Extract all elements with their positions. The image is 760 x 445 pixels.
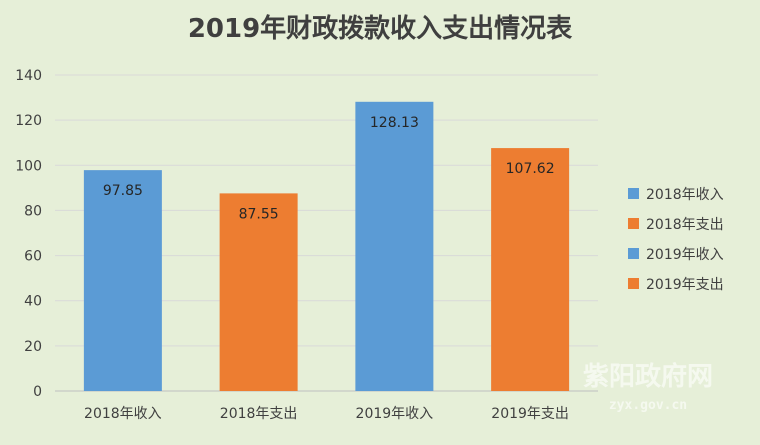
bar [219, 193, 298, 391]
data-label: 87.55 [239, 206, 279, 222]
watermark-url: zyx.gov.cn [609, 398, 687, 413]
data-label: 107.62 [506, 161, 555, 177]
x-tick-label: 2018年支出 [220, 406, 298, 422]
legend-swatch [628, 278, 639, 289]
watermark-text: 紫阳政府网 [583, 361, 713, 392]
watermark: 紫阳政府网 zyx.gov.cn [583, 361, 713, 413]
legend-swatch [628, 188, 639, 199]
y-tick-label: 120 [15, 113, 42, 129]
y-tick-label: 0 [33, 384, 42, 400]
legend-swatch [628, 248, 639, 259]
bar-series: 97.85 87.55 128.13 107.62 [83, 101, 570, 391]
legend-label: 2018年收入 [646, 187, 724, 203]
y-tick-label: 40 [24, 294, 42, 310]
bar [355, 101, 434, 391]
legend-label: 2019年支出 [646, 277, 724, 293]
legend: 2018年收入 2018年支出 2019年收入 2019年支出 [628, 187, 724, 293]
bar [491, 148, 570, 391]
y-axis: 0 20 40 60 80 100 120 140 [15, 68, 42, 400]
legend-label: 2018年支出 [646, 217, 724, 233]
y-tick-label: 60 [24, 249, 42, 265]
y-tick-label: 20 [24, 339, 42, 355]
data-label: 97.85 [103, 183, 143, 199]
y-tick-label: 100 [15, 158, 42, 174]
x-tick-label: 2019年收入 [356, 406, 434, 422]
legend-swatch [628, 218, 639, 229]
chart-title: 2019年财政拨款收入支出情况表 [188, 13, 573, 44]
x-tick-label: 2019年支出 [491, 406, 569, 422]
legend-label: 2019年收入 [646, 247, 724, 263]
y-tick-label: 140 [15, 68, 42, 84]
x-axis: 2018年收入 2018年支出 2019年收入 2019年支出 [84, 406, 569, 422]
bar [83, 170, 162, 391]
y-tick-label: 80 [24, 203, 42, 219]
data-label: 128.13 [370, 115, 419, 131]
x-tick-label: 2018年收入 [84, 406, 162, 422]
